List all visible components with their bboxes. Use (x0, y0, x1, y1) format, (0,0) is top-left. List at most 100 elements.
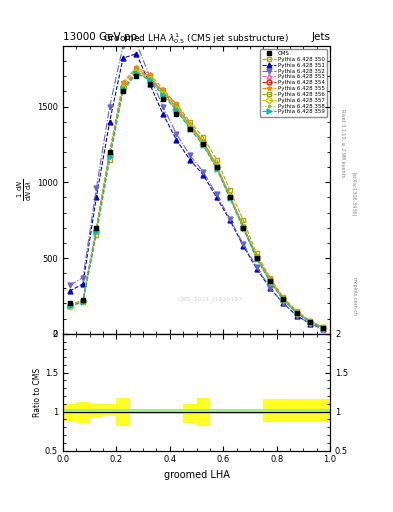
Pythia 6.428 359 (268, 279, 272, 285)
Pythia 6.428 350 (228, 187, 232, 193)
Pythia 6.428 355 (268, 276, 272, 283)
Pythia 6.428 354 (268, 278, 272, 284)
Pythia 6.428 357 (174, 106, 179, 112)
Pythia 6.428 355 (254, 253, 259, 259)
Pythia 6.428 357 (134, 69, 139, 75)
Pythia 6.428 353 (121, 81, 125, 87)
Pythia 6.428 353 (254, 253, 259, 260)
Pythia 6.428 358 (121, 86, 125, 92)
Bar (290, 409, 303, 414)
Pythia 6.428 352 (134, 40, 139, 46)
Pythia 6.428 358 (228, 195, 232, 201)
Pythia 6.428 350 (121, 89, 125, 95)
Pythia 6.428 359 (107, 154, 112, 160)
CMS (67, 301, 72, 307)
Pythia 6.428 355 (214, 162, 219, 168)
Pythia 6.428 352 (201, 168, 206, 175)
Pythia 6.428 358 (214, 165, 219, 171)
Pythia 6.428 356 (308, 318, 312, 325)
Text: [arXiv:1306.3436]: [arXiv:1306.3436] (352, 173, 357, 217)
Pythia 6.428 352 (94, 185, 99, 191)
CMS (134, 73, 139, 79)
Pythia 6.428 357 (308, 318, 312, 325)
Line: Pythia 6.428 359: Pythia 6.428 359 (67, 71, 326, 331)
Pythia 6.428 353 (228, 193, 232, 199)
Pythia 6.428 352 (294, 312, 299, 318)
Y-axis label: $\frac{1}{\mathrm{d}N} \frac{\mathrm{d}N}{\mathrm{d}\lambda}$: $\frac{1}{\mathrm{d}N} \frac{\mathrm{d}N… (16, 179, 34, 201)
Bar (317, 399, 330, 422)
Pythia 6.428 350 (107, 157, 112, 163)
Pythia 6.428 352 (107, 103, 112, 110)
Pythia 6.428 351 (241, 243, 246, 249)
Y-axis label: Ratio to CMS: Ratio to CMS (33, 368, 42, 417)
Bar (277, 399, 290, 422)
Pythia 6.428 358 (94, 228, 99, 234)
Line: Pythia 6.428 352: Pythia 6.428 352 (67, 40, 326, 331)
Pythia 6.428 351 (161, 111, 165, 117)
Pythia 6.428 359 (201, 142, 206, 148)
Pythia 6.428 355 (67, 302, 72, 308)
Pythia 6.428 350 (281, 294, 286, 301)
Pythia 6.428 358 (67, 303, 72, 309)
Bar (116, 409, 130, 414)
Line: Pythia 6.428 354: Pythia 6.428 354 (67, 70, 326, 330)
Pythia 6.428 353 (134, 66, 139, 72)
Line: CMS: CMS (68, 74, 325, 330)
Pythia 6.428 356 (161, 89, 165, 95)
CMS (241, 225, 246, 231)
CMS (187, 126, 192, 133)
Pythia 6.428 358 (241, 225, 246, 231)
Pythia 6.428 352 (187, 152, 192, 158)
Pythia 6.428 359 (147, 77, 152, 83)
Pythia 6.428 351 (67, 288, 72, 294)
Pythia 6.428 352 (254, 264, 259, 270)
Pythia 6.428 355 (174, 101, 179, 108)
CMS (321, 325, 326, 331)
Line: Pythia 6.428 357: Pythia 6.428 357 (67, 70, 326, 330)
Pythia 6.428 359 (94, 229, 99, 236)
Pythia 6.428 355 (134, 64, 139, 70)
Pythia 6.428 355 (201, 138, 206, 144)
Bar (303, 399, 317, 422)
Pythia 6.428 355 (294, 309, 299, 315)
CMS (201, 141, 206, 147)
Legend: CMS, Pythia 6.428 350, Pythia 6.428 351, Pythia 6.428 352, Pythia 6.428 353, Pyt: CMS, Pythia 6.428 350, Pythia 6.428 351,… (260, 49, 327, 117)
Pythia 6.428 352 (81, 274, 85, 281)
Pythia 6.428 354 (94, 228, 99, 234)
Pythia 6.428 350 (308, 318, 312, 324)
Pythia 6.428 354 (81, 298, 85, 304)
Pythia 6.428 357 (81, 298, 85, 304)
Pythia 6.428 359 (174, 108, 179, 114)
Pythia 6.428 356 (187, 122, 192, 129)
CMS (147, 81, 152, 87)
Pythia 6.428 356 (214, 163, 219, 169)
CMS (281, 296, 286, 302)
Pythia 6.428 356 (147, 74, 152, 80)
Pythia 6.428 353 (161, 89, 165, 95)
Pythia 6.428 353 (94, 225, 99, 231)
Pythia 6.428 352 (147, 73, 152, 79)
Pythia 6.428 356 (67, 303, 72, 309)
Pythia 6.428 354 (134, 69, 139, 75)
CMS (214, 164, 219, 170)
Pythia 6.428 350 (67, 304, 72, 310)
Bar (196, 398, 210, 425)
Pythia 6.428 358 (321, 325, 326, 331)
Bar (103, 409, 116, 414)
Bar (76, 402, 90, 423)
Pythia 6.428 351 (94, 195, 99, 201)
Pythia 6.428 354 (321, 325, 326, 331)
Pythia 6.428 355 (107, 149, 112, 155)
Text: CMS_2021_I1920187: CMS_2021_I1920187 (177, 296, 242, 302)
Pythia 6.428 355 (147, 71, 152, 77)
Pythia 6.428 352 (228, 216, 232, 222)
Pythia 6.428 359 (134, 70, 139, 76)
Pythia 6.428 359 (187, 125, 192, 132)
Pythia 6.428 359 (161, 92, 165, 98)
Pythia 6.428 351 (201, 172, 206, 178)
Pythia 6.428 351 (214, 195, 219, 201)
Pythia 6.428 350 (147, 76, 152, 82)
Pythia 6.428 354 (294, 309, 299, 315)
Bar (223, 409, 237, 414)
Pythia 6.428 356 (81, 298, 85, 304)
